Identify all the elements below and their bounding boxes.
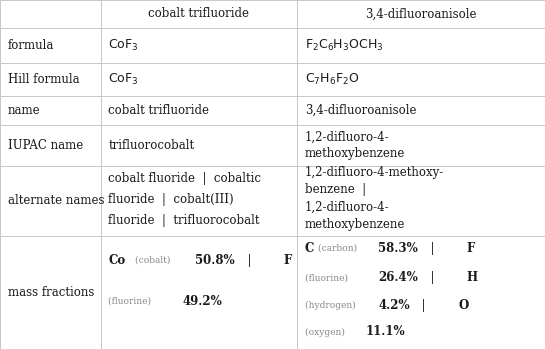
Bar [101, 125, 297, 166]
Text: methoxybenzene: methoxybenzene [305, 147, 405, 160]
Text: 4.2%: 4.2% [379, 299, 410, 312]
Text: |: | [423, 271, 441, 284]
Bar [0, 28, 101, 63]
Text: IUPAC name: IUPAC name [8, 139, 83, 152]
Text: (oxygen): (oxygen) [305, 327, 347, 336]
Text: $\mathregular{CoF_3}$: $\mathregular{CoF_3}$ [108, 72, 139, 87]
Text: 49.2%: 49.2% [183, 295, 222, 308]
Text: fluoride  |  cobalt(III): fluoride | cobalt(III) [108, 193, 234, 206]
Text: formula: formula [8, 39, 54, 52]
Text: $\mathregular{F_2C_6H_3OCH_3}$: $\mathregular{F_2C_6H_3OCH_3}$ [305, 38, 383, 53]
Text: $\mathregular{C_7H_6F_2O}$: $\mathregular{C_7H_6F_2O}$ [305, 72, 359, 87]
Text: |: | [240, 254, 258, 267]
Bar [101, 28, 297, 63]
Bar [297, 0, 545, 28]
Bar [297, 63, 545, 96]
Bar [0, 125, 101, 166]
Text: (fluorine): (fluorine) [305, 273, 350, 282]
Text: cobalt trifluoride: cobalt trifluoride [108, 104, 209, 117]
Text: |: | [422, 242, 441, 254]
Text: Hill formula: Hill formula [8, 73, 79, 86]
Text: 3,4-difluoroanisole: 3,4-difluoroanisole [305, 104, 416, 117]
Text: 1,2-difluoro-4-methoxy-: 1,2-difluoro-4-methoxy- [305, 166, 444, 179]
Text: F: F [284, 254, 292, 267]
Text: alternate names: alternate names [8, 194, 104, 207]
Text: fluoride  |  trifluorocobalt: fluoride | trifluorocobalt [108, 214, 260, 227]
Bar [101, 96, 297, 125]
Text: (carbon): (carbon) [318, 244, 360, 253]
Text: 50.8%: 50.8% [196, 254, 235, 267]
Bar [101, 236, 297, 349]
Text: 3,4-difluoroanisole: 3,4-difluoroanisole [365, 7, 477, 21]
Text: $\mathregular{CoF_3}$: $\mathregular{CoF_3}$ [108, 38, 139, 53]
Text: cobalt fluoride  |  cobaltic: cobalt fluoride | cobaltic [108, 172, 262, 185]
Text: 1,2-difluoro-4-: 1,2-difluoro-4- [305, 200, 389, 214]
Bar [0, 63, 101, 96]
Bar [0, 166, 101, 236]
Bar [0, 236, 101, 349]
Text: cobalt trifluoride: cobalt trifluoride [148, 7, 250, 21]
Bar [297, 166, 545, 236]
Text: methoxybenzene: methoxybenzene [305, 217, 405, 231]
Text: C: C [305, 242, 314, 254]
Text: 1,2-difluoro-4-: 1,2-difluoro-4- [305, 131, 389, 143]
Text: O: O [458, 299, 468, 312]
Bar [297, 125, 545, 166]
Bar [297, 236, 545, 349]
Text: name: name [8, 104, 40, 117]
Bar [0, 96, 101, 125]
Text: Co: Co [108, 254, 126, 267]
Bar [0, 0, 101, 28]
Bar [101, 63, 297, 96]
Text: H: H [467, 271, 478, 284]
Text: |: | [414, 299, 433, 312]
Text: 58.3%: 58.3% [378, 242, 418, 254]
Text: 11.1%: 11.1% [365, 326, 405, 339]
Text: benzene  |: benzene | [305, 183, 366, 196]
Text: trifluorocobalt: trifluorocobalt [108, 139, 195, 152]
Bar [297, 28, 545, 63]
Text: mass fractions: mass fractions [8, 286, 94, 299]
Bar [101, 0, 297, 28]
Text: (hydrogen): (hydrogen) [305, 301, 358, 311]
Text: F: F [467, 242, 475, 254]
Text: (cobalt): (cobalt) [135, 256, 173, 265]
Text: 26.4%: 26.4% [379, 271, 419, 284]
Bar [101, 166, 297, 236]
Text: (fluorine): (fluorine) [108, 297, 154, 306]
Bar [297, 96, 545, 125]
